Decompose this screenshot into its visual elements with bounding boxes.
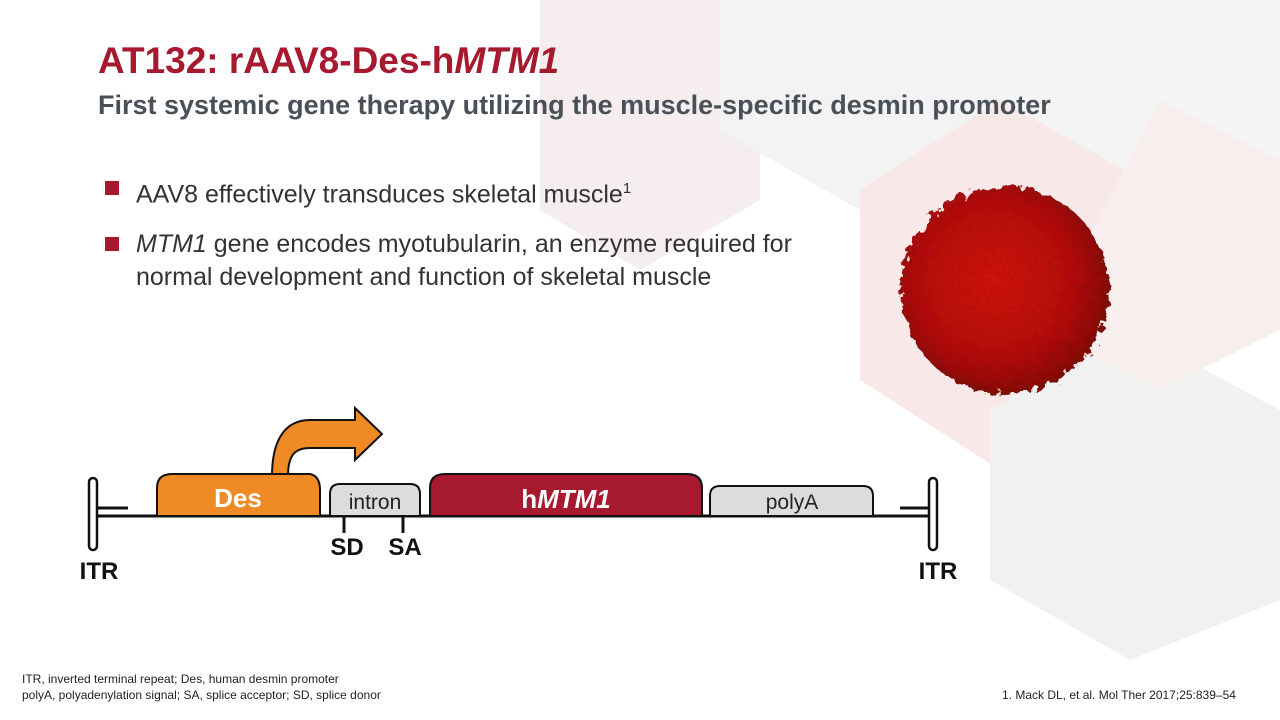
des-label: Des: [214, 483, 262, 513]
itr-left-marker: [87, 476, 99, 552]
reference: 1. Mack DL, et al. Mol Ther 2017;25:839–…: [1002, 688, 1236, 702]
aav-capsid-image: [901, 186, 1109, 394]
hmtm1-gene-box: [429, 473, 703, 517]
bullet-item: AAV8 effectively transduces skeletal mus…: [105, 172, 805, 211]
itr-right-marker: [927, 476, 939, 552]
sa-label: SA: [388, 534, 421, 561]
des-promoter-box: [156, 473, 321, 517]
bullet-marker: [105, 181, 119, 195]
footnotes: ITR, inverted terminal repeat; Des, huma…: [22, 671, 381, 703]
polya-label: polyA: [766, 491, 819, 514]
citation-superscript: 1: [622, 180, 632, 197]
bullet-list: AAV8 effectively transduces skeletal mus…: [105, 172, 805, 311]
bullet-text: AAV8 effectively transduces skeletal mus…: [136, 180, 623, 209]
transcription-arrow-icon: [270, 405, 384, 477]
footnote-line: polyA, polyadenylation signal; SA, splic…: [22, 688, 381, 702]
intron-label: intron: [349, 491, 402, 514]
bullet-marker: [105, 237, 119, 252]
intron-box: [329, 483, 421, 517]
sd-label: SD: [330, 534, 363, 561]
title-gene: MTM1: [454, 40, 560, 81]
bullet-text: gene encodes myotubularin, an enzyme req…: [136, 230, 792, 292]
bullet-gene: MTM1: [136, 230, 207, 259]
bullet-item: MTM1 gene encodes myotubularin, an enzym…: [105, 228, 805, 294]
footnote-line: ITR, inverted terminal repeat; Des, huma…: [22, 672, 339, 686]
itr-left-label: ITR: [80, 558, 119, 585]
title-text: AT132: rAAV8-Des-h: [98, 40, 455, 81]
page-title: AT132: rAAV8-Des-hMTM1: [98, 40, 559, 82]
gene-label: hMTM1: [521, 484, 611, 514]
page-subtitle: First systemic gene therapy utilizing th…: [98, 90, 1051, 120]
polya-box: [709, 485, 874, 517]
itr-right-label: ITR: [919, 558, 958, 585]
